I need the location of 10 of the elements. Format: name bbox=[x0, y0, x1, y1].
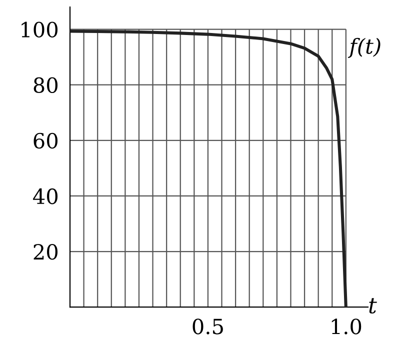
x-tick-label: 0.5 bbox=[192, 318, 223, 334]
line-series bbox=[70, 30, 348, 308]
y-tick-label: 100 bbox=[22, 22, 58, 38]
series-label: f(t) bbox=[348, 38, 380, 58]
y-tick-label: 60 bbox=[34, 132, 58, 149]
y-tick-label: 20 bbox=[34, 244, 58, 260]
y-tick-label: 40 bbox=[33, 188, 58, 204]
x-axis-title: t bbox=[369, 298, 377, 314]
x-tick-label: 1.0 bbox=[332, 318, 362, 334]
y-tick-label: 80 bbox=[34, 77, 58, 94]
